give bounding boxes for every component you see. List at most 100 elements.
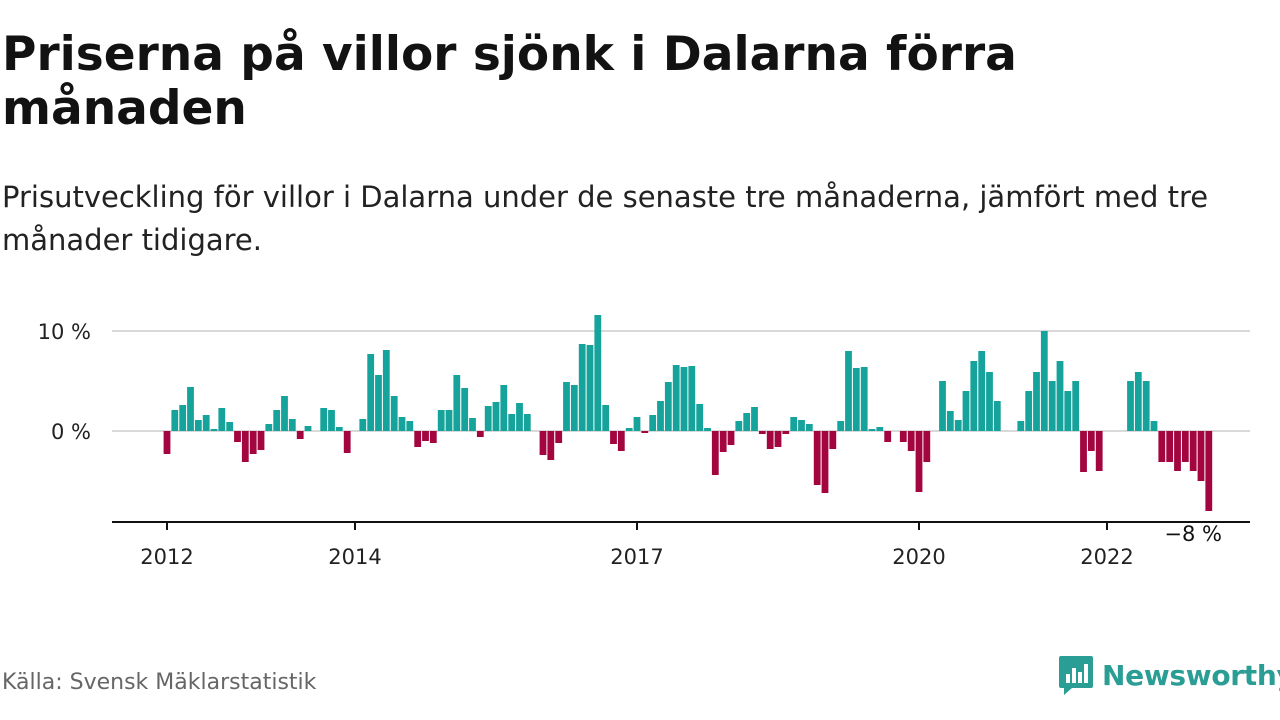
chart-title: Priserna på villor sjönk i Dalarna förra…	[2, 27, 1017, 136]
bar	[860, 367, 868, 431]
bar-chart: 0 % 10 % 2012 2014 2017 2020 2022 −8 %	[38, 315, 1250, 569]
bar	[954, 420, 962, 431]
bar	[210, 429, 218, 431]
bar	[359, 419, 367, 431]
bar	[563, 382, 570, 431]
bar	[602, 405, 610, 431]
bar	[226, 422, 234, 431]
bar	[1080, 431, 1087, 472]
bar	[202, 415, 210, 431]
bar	[805, 424, 813, 431]
bar	[923, 431, 931, 462]
x-tick-label: 2017	[610, 545, 663, 569]
bar	[461, 388, 469, 431]
bar	[288, 419, 296, 431]
bar	[946, 411, 954, 431]
bar	[476, 431, 484, 437]
bar	[375, 375, 382, 431]
brand-name: Newsworthy	[1102, 658, 1280, 692]
bar	[727, 431, 735, 445]
annotation-label: −8 %	[1164, 522, 1222, 546]
bar	[171, 410, 179, 431]
bar	[218, 408, 226, 431]
bar	[1197, 431, 1205, 481]
bar	[469, 418, 476, 431]
bar	[986, 372, 993, 431]
bar	[610, 431, 617, 444]
bar	[367, 354, 375, 431]
source-note: Källa: Svensk Mäklarstatistik	[2, 670, 317, 695]
bar	[445, 410, 453, 431]
bar	[1181, 431, 1189, 462]
bar	[398, 417, 406, 431]
bar	[664, 382, 672, 431]
chart-subtitle: Prisutveckling för villor i Dalarna unde…	[2, 180, 1209, 257]
bar	[758, 431, 766, 434]
bar	[962, 391, 970, 431]
bar	[492, 402, 500, 431]
bar	[1025, 391, 1033, 431]
bar	[555, 431, 563, 443]
bar	[1048, 381, 1056, 431]
bar	[390, 396, 398, 431]
bar	[304, 426, 312, 431]
bar	[484, 406, 492, 431]
bar	[641, 431, 649, 433]
bar	[500, 385, 508, 431]
bar	[970, 361, 978, 431]
bar	[884, 431, 892, 442]
bar	[790, 417, 798, 431]
bar	[241, 431, 249, 462]
bar	[1150, 421, 1158, 431]
bar	[782, 431, 790, 434]
bar	[281, 396, 288, 431]
bar	[1142, 381, 1150, 431]
bar	[516, 403, 523, 431]
bar	[1127, 381, 1134, 431]
bar	[649, 415, 657, 431]
bar	[829, 431, 837, 449]
bar	[320, 408, 328, 431]
bar	[249, 431, 257, 454]
bar	[798, 420, 805, 431]
bar	[852, 368, 860, 431]
bar	[406, 421, 414, 431]
x-tick-label: 2020	[892, 545, 945, 569]
bar	[837, 421, 845, 431]
bar	[335, 427, 343, 431]
bar	[265, 424, 273, 431]
bar	[743, 413, 751, 431]
bar	[868, 429, 876, 431]
bar	[234, 431, 241, 442]
bar	[704, 428, 711, 431]
bar	[273, 410, 281, 431]
bar	[657, 401, 664, 431]
bar	[328, 410, 335, 431]
bar	[735, 421, 743, 431]
bar	[1064, 391, 1072, 431]
newsworthy-logo-icon	[1059, 656, 1093, 695]
bar	[821, 431, 829, 493]
bar	[993, 401, 1001, 431]
bar	[907, 431, 915, 451]
bar	[1189, 431, 1197, 471]
bar	[633, 417, 641, 431]
bar	[915, 431, 923, 492]
bar	[1033, 372, 1040, 431]
bar	[539, 431, 547, 455]
bar	[187, 387, 194, 431]
bar	[179, 405, 187, 431]
bar	[774, 431, 782, 447]
bar	[711, 431, 719, 475]
bar	[1072, 381, 1080, 431]
bar	[437, 410, 445, 431]
y-tick-label: 0 %	[51, 420, 91, 444]
bar	[1040, 331, 1048, 431]
bar	[1017, 421, 1025, 431]
bar	[586, 345, 594, 431]
bar	[429, 431, 437, 443]
x-tick-label: 2022	[1080, 545, 1133, 569]
bar	[547, 431, 555, 460]
bar	[751, 407, 758, 431]
bar	[257, 431, 265, 450]
